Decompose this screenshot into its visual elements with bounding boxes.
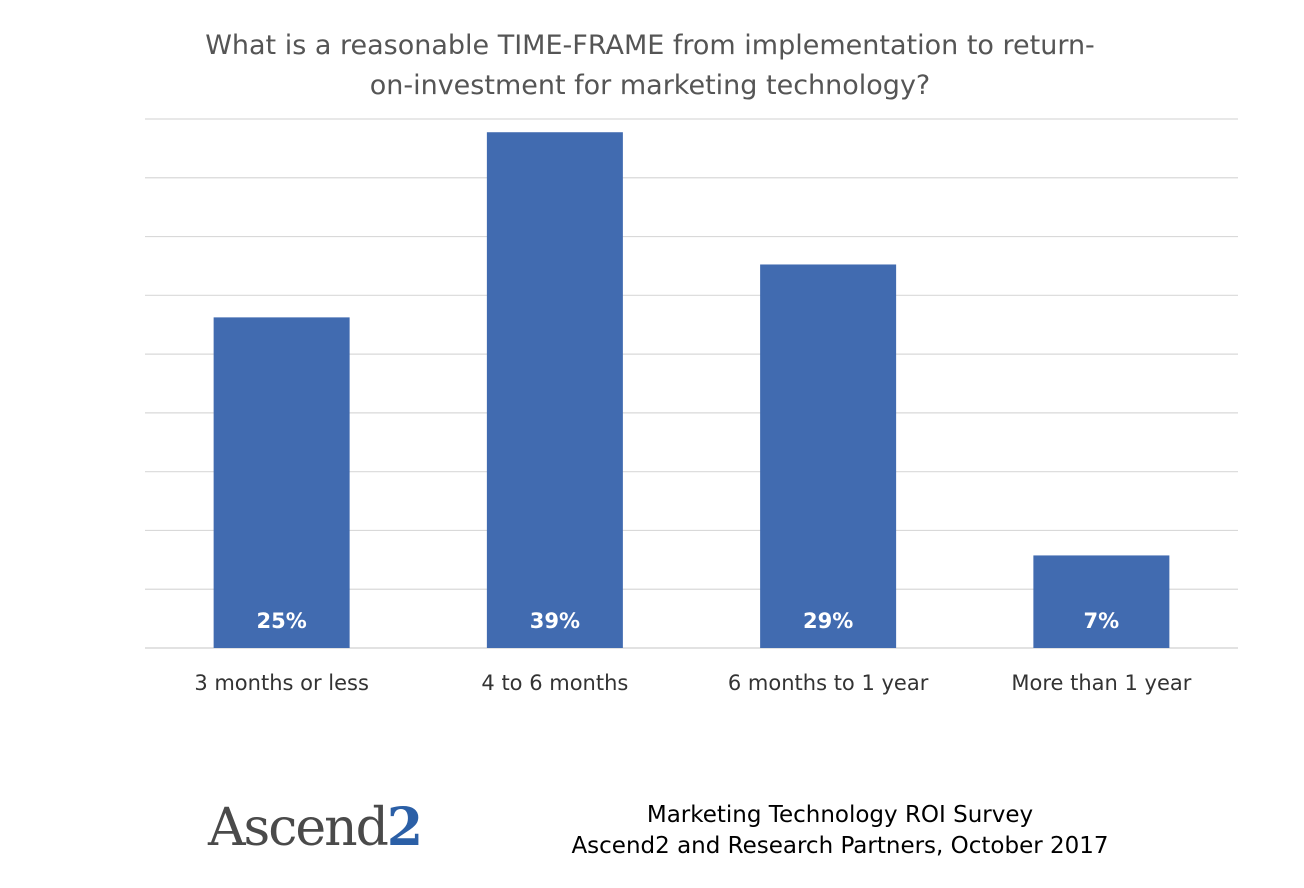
category-label: 6 months to 1 year	[728, 671, 929, 695]
data-labels: 25% 39% 29% 7%	[256, 609, 1119, 633]
bar	[760, 264, 897, 648]
bars	[213, 132, 1170, 649]
logo-suffix: 2	[386, 797, 423, 858]
bar-chart: 25% 39% 29% 7% 3 months or less 4 to 6 month…	[145, 118, 1238, 695]
bar	[213, 317, 350, 648]
data-label: 7%	[1084, 609, 1120, 633]
data-label: 29%	[803, 609, 853, 633]
source-line-1: Marketing Technology ROI Survey	[646, 802, 1034, 828]
chart-title-line-2: on-investment for marketing technology?	[369, 70, 931, 101]
ascend2-logo: Ascend2	[208, 796, 423, 860]
logo-text: Ascend	[208, 798, 389, 858]
source-line-2: Ascend2 and Research Partners, October 2…	[571, 833, 1109, 859]
category-label: 4 to 6 months	[481, 671, 628, 695]
category-label: 3 months or less	[194, 671, 369, 695]
source-note: Marketing Technology ROI Survey Ascend2 …	[540, 800, 1140, 862]
data-label: 39%	[530, 609, 580, 633]
chart-title-line-1: What is a reasonable TIME-FRAME from imp…	[205, 30, 1095, 61]
bar	[486, 132, 623, 649]
bar	[1033, 555, 1170, 648]
chart-title: What is a reasonable TIME-FRAME from imp…	[150, 26, 1150, 106]
category-labels: 3 months or less 4 to 6 months 6 months to…	[194, 671, 1191, 695]
category-label: More than 1 year	[1011, 671, 1191, 695]
data-label: 25%	[256, 609, 306, 633]
